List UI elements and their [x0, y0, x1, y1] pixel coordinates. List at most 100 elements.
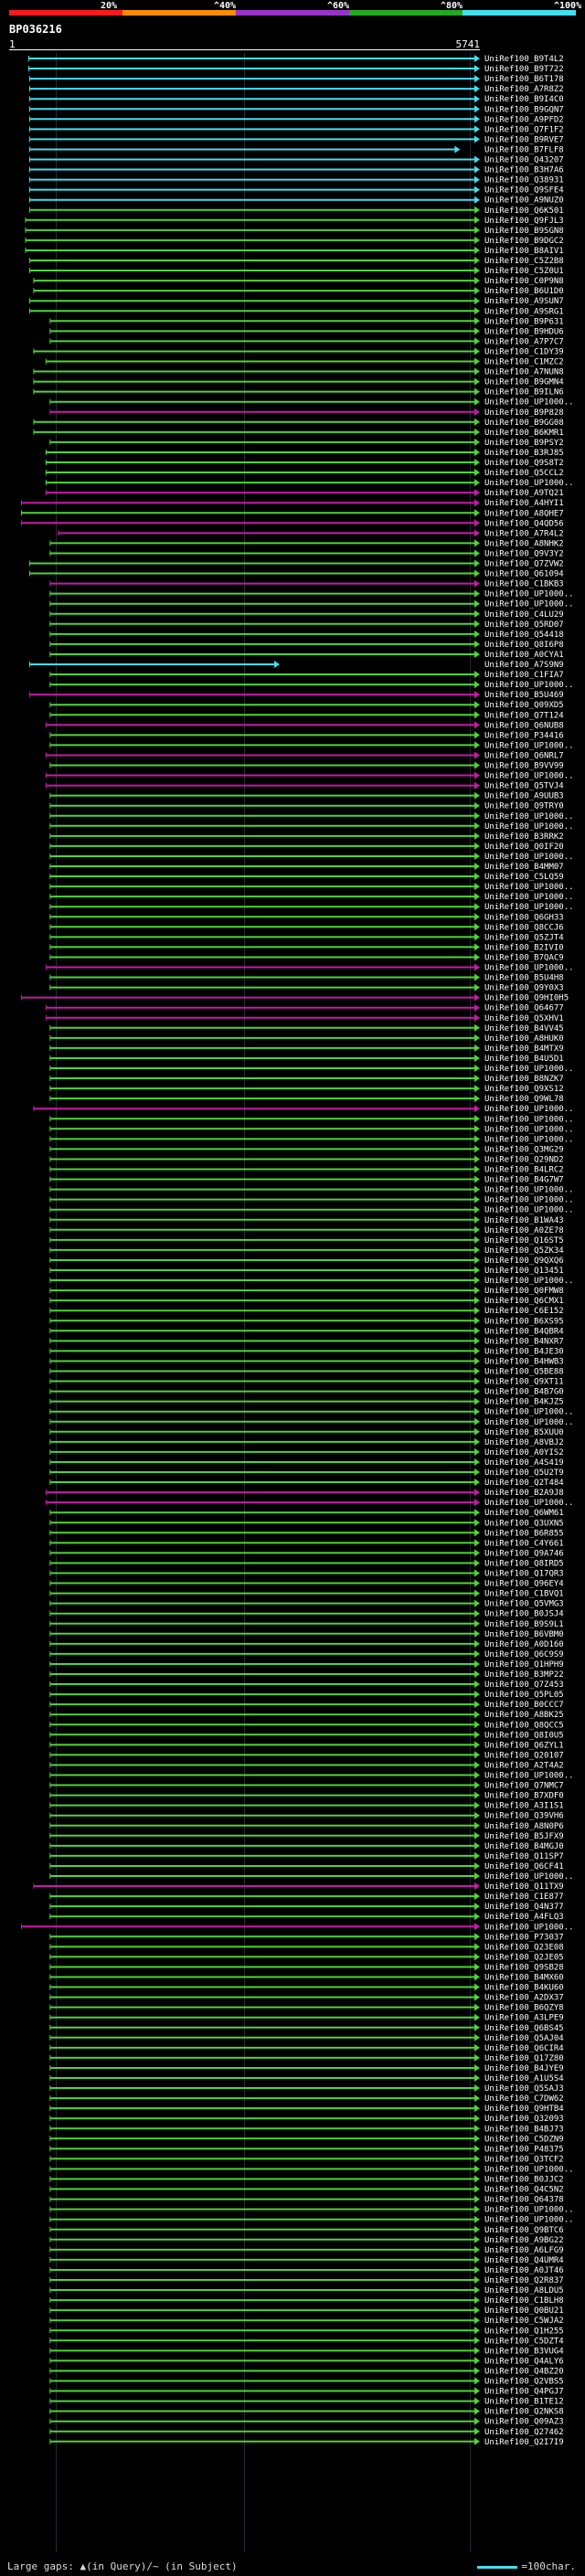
hit-row[interactable]: UniRef100_B4LRC2 [49, 1165, 564, 1175]
hit-row[interactable]: UniRef100_Q64677 [45, 1003, 564, 1013]
hit-label[interactable]: UniRef100_Q5RD07 [484, 620, 564, 630]
hit-row[interactable]: UniRef100_C4LU29 [49, 610, 564, 620]
hit-label[interactable]: UniRef100_A9NUZ0 [484, 196, 564, 206]
hit-label[interactable]: UniRef100_B4VV45 [484, 1024, 564, 1034]
hit-label[interactable]: UniRef100_Q23E08 [484, 1943, 564, 1952]
hit-label[interactable]: UniRef100_Q9QXQ6 [484, 1256, 564, 1266]
hit-label[interactable]: UniRef100_B4NXR7 [484, 1337, 564, 1346]
hit-label[interactable]: UniRef100_B9HDU6 [484, 327, 564, 336]
hit-row[interactable]: UniRef100_Q5CCL2 [45, 469, 564, 478]
hit-label[interactable]: UniRef100_Q5PL05 [484, 1691, 564, 1700]
hit-label[interactable]: UniRef100_UP1000.. [484, 1923, 574, 1932]
hit-row[interactable]: UniRef100_B9S9L1 [49, 1619, 564, 1629]
hit-label[interactable]: UniRef100_UP1000.. [484, 1772, 574, 1781]
hit-row[interactable]: UniRef100_P48375 [49, 2145, 564, 2154]
hit-row[interactable]: UniRef100_Q8I6P8 [49, 640, 564, 650]
hit-row[interactable]: UniRef100_UP1000.. [49, 2165, 574, 2174]
hit-row[interactable]: UniRef100_A2T4A2 [49, 1761, 564, 1770]
hit-row[interactable]: UniRef100_B4VV45 [49, 1023, 564, 1034]
hit-label[interactable]: UniRef100_UP1000.. [484, 741, 574, 750]
hit-label[interactable]: UniRef100_Q4QD56 [484, 519, 564, 528]
hit-label[interactable]: UniRef100_B4JE30 [484, 1347, 564, 1356]
hit-row[interactable]: UniRef100_B3RJ85 [45, 448, 564, 458]
hit-row[interactable]: UniRef100_B8AIV1 [25, 246, 564, 256]
hit-row[interactable]: UniRef100_Q17QR3 [49, 1569, 564, 1579]
hit-row[interactable]: UniRef100_Q2NKS8 [49, 2407, 564, 2417]
hit-label[interactable]: UniRef100_Q6ZYL1 [484, 1741, 564, 1750]
hit-label[interactable]: UniRef100_Q11TX9 [484, 1882, 564, 1892]
hit-label[interactable]: UniRef100_B4G7W7 [484, 1176, 564, 1185]
hit-label[interactable]: UniRef100_UP1000.. [484, 1186, 574, 1195]
hit-row[interactable]: UniRef100_UP1000.. [45, 771, 574, 781]
hit-label[interactable]: UniRef100_Q7ZVW2 [484, 560, 564, 569]
hit-label[interactable]: UniRef100_Q6C9S9 [484, 1650, 564, 1659]
hit-row[interactable]: UniRef100_Q6WM61 [49, 1509, 564, 1518]
hit-row[interactable]: UniRef100_B4MGJ0 [49, 1841, 564, 1851]
hit-label[interactable]: UniRef100_A8N0P6 [484, 1822, 564, 1831]
hit-label[interactable]: UniRef100_UP1000.. [484, 479, 574, 488]
hit-row[interactable]: UniRef100_C0P9N8 [33, 277, 564, 286]
hit-row[interactable]: UniRef100_Q6GH33 [49, 913, 564, 922]
hit-label[interactable]: UniRef100_B4B7G0 [484, 1388, 564, 1397]
hit-row[interactable]: UniRef100_A8HUK0 [49, 1034, 564, 1044]
hit-row[interactable]: UniRef100_Q13451 [49, 1267, 564, 1276]
hit-row[interactable]: UniRef100_Q3TCF2 [49, 2155, 564, 2164]
hit-row[interactable]: UniRef100_B4G7W7 [49, 1175, 564, 1185]
hit-row[interactable]: UniRef100_B7FLF8 [28, 145, 564, 154]
hit-label[interactable]: UniRef100_UP1000.. [484, 2206, 574, 2215]
hit-label[interactable]: UniRef100_Q4UMR4 [484, 2256, 564, 2265]
hit-label[interactable]: UniRef100_Q9SB28 [484, 1963, 564, 1972]
hit-label[interactable]: UniRef100_UP1000.. [484, 853, 574, 862]
hit-label[interactable]: UniRef100_Q9BTC6 [484, 2226, 564, 2235]
hit-label[interactable]: UniRef100_A9UUB3 [484, 792, 564, 801]
hit-label[interactable]: UniRef100_B5U4H8 [484, 974, 564, 983]
hit-label[interactable]: UniRef100_UP1000.. [484, 2165, 574, 2174]
hit-label[interactable]: UniRef100_Q17Z80 [484, 2054, 564, 2063]
hit-row[interactable]: UniRef100_Q9XT11 [49, 1377, 564, 1387]
hit-row[interactable]: UniRef100_B9HDU6 [49, 327, 564, 336]
hit-label[interactable]: UniRef100_Q13451 [484, 1267, 564, 1276]
hit-row[interactable]: UniRef100_Q6NRL7 [45, 751, 564, 760]
hit-row[interactable]: UniRef100_UP1000.. [49, 1407, 574, 1417]
hit-label[interactable]: UniRef100_UP1000.. [484, 772, 574, 781]
hit-label[interactable]: UniRef100_B4BJ73 [484, 2125, 564, 2134]
hit-row[interactable]: UniRef100_UP1000.. [49, 903, 574, 912]
hit-label[interactable]: UniRef100_A9PFD2 [484, 115, 564, 124]
hit-label[interactable]: UniRef100_B7XDF0 [484, 1792, 564, 1801]
hit-row[interactable]: UniRef100_Q5BE88 [49, 1367, 564, 1377]
hit-row[interactable]: UniRef100_A9TQ21 [45, 489, 564, 498]
hit-label[interactable]: UniRef100_UP1000.. [484, 681, 574, 690]
hit-row[interactable]: UniRef100_B9T4L2 [28, 55, 564, 64]
hit-label[interactable]: UniRef100_P34416 [484, 731, 564, 740]
hit-label[interactable]: UniRef100_B4HWB3 [484, 1357, 564, 1366]
hit-row[interactable]: UniRef100_Q4UMR4 [49, 2255, 564, 2265]
hit-row[interactable]: UniRef100_B0JJC2 [49, 2175, 564, 2185]
hit-row[interactable]: UniRef100_B4HWB3 [49, 1357, 564, 1366]
hit-row[interactable]: UniRef100_B4MM07 [49, 863, 564, 872]
hit-row[interactable]: UniRef100_B7QAC9 [49, 953, 564, 962]
hit-label[interactable]: UniRef100_B9SGN8 [484, 227, 564, 236]
hit-row[interactable]: UniRef100_P73037 [49, 1933, 564, 1942]
hit-label[interactable]: UniRef100_B9VV99 [484, 762, 564, 771]
hit-label[interactable]: UniRef100_B9DGC2 [484, 237, 564, 246]
hit-row[interactable]: UniRef100_C1FIA7 [49, 671, 564, 680]
hit-row[interactable]: UniRef100_B1WA43 [49, 1215, 564, 1225]
hit-label[interactable]: UniRef100_B7FLF8 [484, 145, 564, 154]
hit-label[interactable]: UniRef100_UP1000.. [484, 883, 574, 892]
hit-row[interactable]: UniRef100_A8NHK2 [49, 539, 564, 548]
hit-row[interactable]: UniRef100_Q6BS45 [49, 2023, 564, 2033]
hit-label[interactable]: UniRef100_B3MP22 [484, 1670, 564, 1680]
hit-label[interactable]: UniRef100_Q5CCL2 [484, 469, 564, 478]
hit-row[interactable]: UniRef100_UP1000.. [49, 589, 574, 599]
hit-label[interactable]: UniRef100_Q8IRD5 [484, 1559, 564, 1568]
hit-label[interactable]: UniRef100_Q7NMC7 [484, 1782, 564, 1791]
hit-row[interactable]: UniRef100_B3MP22 [49, 1670, 564, 1680]
hit-row[interactable]: UniRef100_UP1000.. [49, 822, 574, 832]
hit-label[interactable]: UniRef100_B1TE12 [484, 2398, 564, 2407]
hit-label[interactable]: UniRef100_B6XS95 [484, 1317, 564, 1326]
hit-label[interactable]: UniRef100_UP1000.. [484, 822, 574, 832]
hit-row[interactable]: UniRef100_B9ILN6 [33, 387, 564, 398]
hit-label[interactable]: UniRef100_Q1H255 [484, 2327, 564, 2336]
hit-label[interactable]: UniRef100_B6T178 [484, 75, 564, 84]
hit-label[interactable]: UniRef100_Q6GH33 [484, 913, 564, 922]
